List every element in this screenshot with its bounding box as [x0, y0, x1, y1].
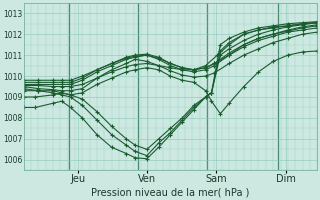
- X-axis label: Pression niveau de la mer( hPa ): Pression niveau de la mer( hPa ): [91, 187, 250, 197]
